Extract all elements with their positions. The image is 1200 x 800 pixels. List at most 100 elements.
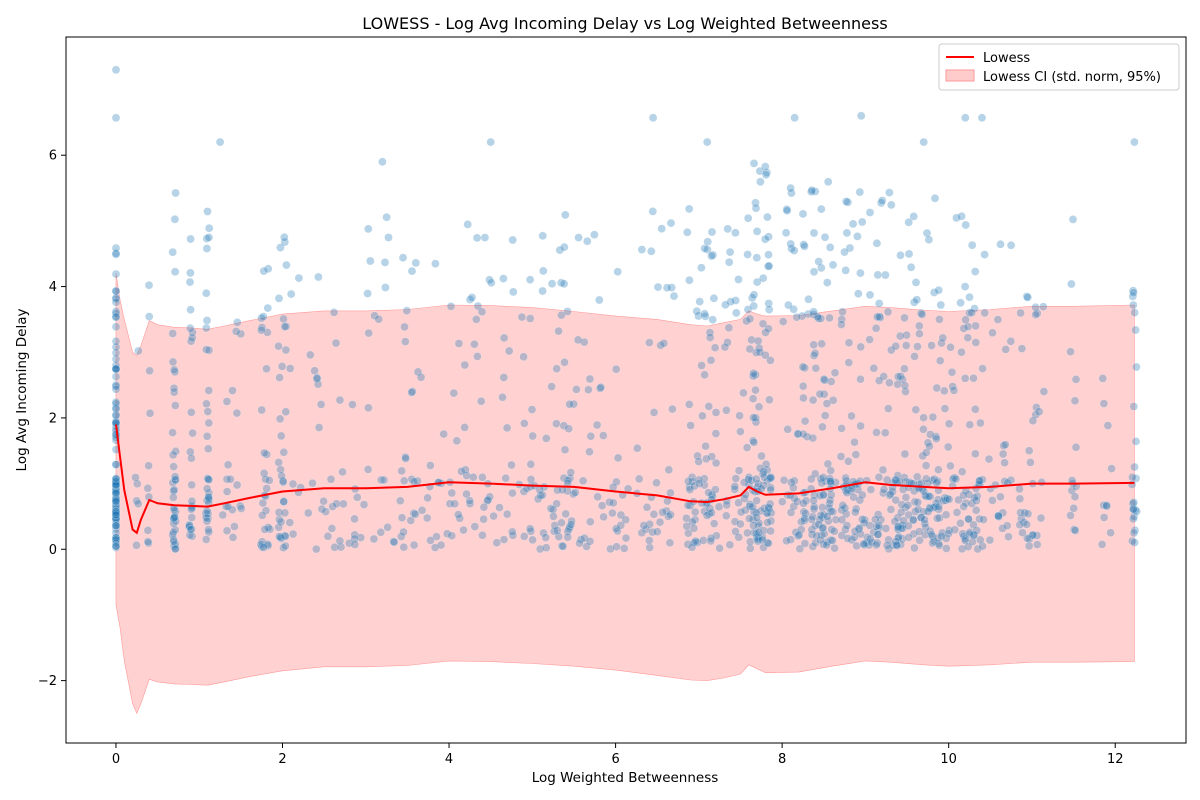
scatter-point [277,362,287,371]
scatter-point [111,501,121,510]
scatter-point [310,366,319,375]
scatter-point [859,539,868,549]
scatter-point [383,523,392,532]
scatter-point [816,474,825,484]
scatter-point [765,395,774,404]
scatter-point [111,286,121,296]
lowess-line [115,424,1135,535]
scatter-point [525,524,535,533]
scatter-point [933,514,942,523]
scatter-point [111,298,121,307]
scatter-point [858,490,867,500]
scatter-point [478,473,487,482]
scatter-point [971,338,980,347]
y-tick-label: 2 [49,411,57,426]
scatter-point [306,350,315,360]
scatter-point [754,479,763,488]
scatter-point [786,491,795,500]
scatter-point [439,429,448,439]
scatter-point [827,490,836,500]
scatter-point [823,512,832,521]
scatter-point [913,498,922,507]
scatter-point [810,502,819,512]
scatter-point [547,382,556,391]
scatter-point [901,493,911,502]
x-tick-label: 0 [112,752,120,767]
scatter-point [563,476,573,485]
x-tick-label: 10 [940,752,957,767]
scatter-point [708,315,717,324]
scatter-point [736,519,745,529]
scatter-point [757,451,766,461]
scatter-point [690,515,700,524]
scatter-point [202,289,211,298]
scatter-point [932,434,941,443]
x-tick-label: 6 [611,752,619,767]
scatter-point [275,515,284,524]
scatter-point [1130,462,1139,472]
scatter-point [528,535,537,545]
scatter-point [218,510,228,520]
scatter-point [561,509,570,519]
scatter-point [866,485,876,494]
scatter-point [633,444,642,453]
scatter-point [457,467,466,476]
scatter-point [691,536,700,546]
scatter-point [276,243,285,252]
scatter-point [1098,374,1108,383]
scatter-point [931,432,941,441]
scatter-point [943,494,952,503]
scatter-point [202,316,212,325]
scatter-point [335,536,345,546]
scatter-point [742,443,752,452]
scatter-point [699,536,708,545]
scatter-point [842,197,851,206]
scatter-point [754,402,764,411]
scatter-point [881,270,890,280]
scatter-point [559,421,568,430]
scatter-point [944,419,954,428]
scatter-point [700,309,709,318]
scatter-point [1015,520,1024,529]
scatter-point [573,335,583,345]
scatter-point [786,535,795,544]
scatter-point [930,194,940,203]
scatter-point [881,428,890,437]
scatter-point [111,528,121,538]
chart-title: LOWESS - Log Avg Incoming Delay vs Log W… [362,14,887,33]
scatter-point [847,411,856,421]
scatter-point [961,315,970,324]
scatter-point [721,300,730,309]
scatter-point [809,496,818,505]
scatter-point [202,506,212,516]
scatter-point [952,508,962,517]
scatter-point [817,530,826,540]
scatter-point [133,479,142,488]
scatter-point [186,337,196,346]
scatter-point [665,538,675,547]
scatter-point [977,113,987,123]
scatter-point [814,520,823,529]
scatter-point [961,220,970,230]
scatter-point [1071,375,1081,384]
scatter-point [886,505,896,514]
scatter-point [946,343,955,352]
legend: Lowess Lowess CI (std. norm, 95%) [938,43,1180,91]
scatter-point [758,319,768,328]
scatter-point [960,282,970,291]
scatter-point [547,279,557,288]
scatter-point [978,542,987,551]
scatter-point [825,496,835,505]
scatter-point [1130,538,1139,547]
scatter-point [541,533,550,542]
scatter-point [936,300,945,310]
scatter-point [1130,137,1139,147]
scatter-point [937,531,946,541]
scatter-point [580,337,589,347]
scatter-point [1015,494,1025,503]
scatter-point [934,495,943,504]
scatter-point [690,481,699,491]
scatter-point [961,536,970,545]
scatter-point [873,312,882,322]
scatter-point [751,413,760,423]
